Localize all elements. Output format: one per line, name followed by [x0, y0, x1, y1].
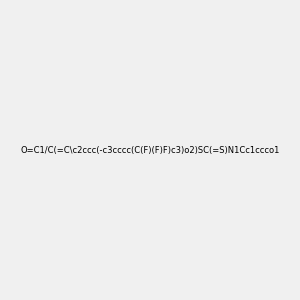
- Text: O=C1/C(=C\c2ccc(-c3cccc(C(F)(F)F)c3)o2)SC(=S)N1Cc1ccco1: O=C1/C(=C\c2ccc(-c3cccc(C(F)(F)F)c3)o2)S…: [20, 146, 280, 154]
